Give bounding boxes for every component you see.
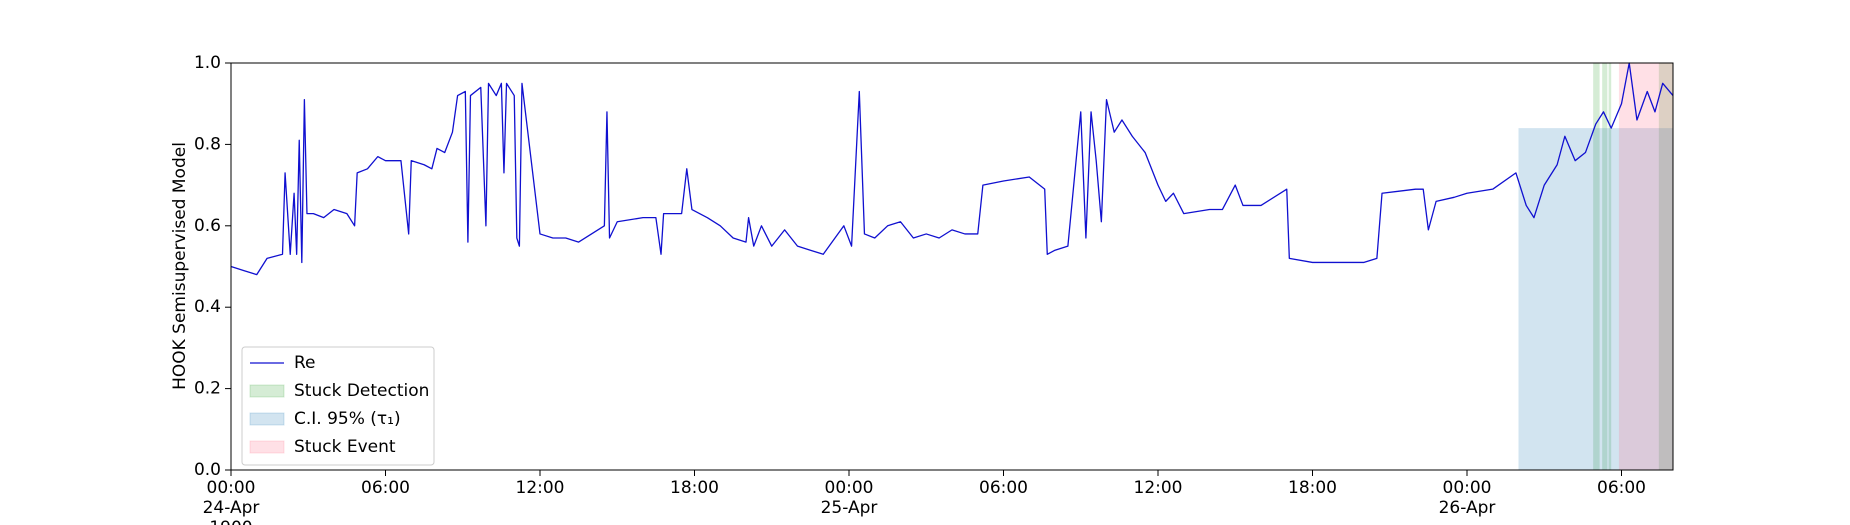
x-date-label: 24-Apr bbox=[203, 498, 260, 518]
x-tick-label: 18:00 bbox=[670, 478, 719, 498]
span-region bbox=[1658, 63, 1673, 470]
x-tick-label: 00:00 bbox=[825, 478, 874, 498]
y-tick-label: 0.6 bbox=[194, 216, 221, 236]
x-tick-label: 06:00 bbox=[1597, 478, 1646, 498]
span-region bbox=[1608, 63, 1612, 470]
axes-frame bbox=[230, 62, 1674, 471]
x-tick-label: 18:00 bbox=[1288, 478, 1337, 498]
legend-label: Stuck Detection bbox=[294, 381, 429, 401]
y-tick-label: 1.0 bbox=[194, 53, 221, 73]
x-year-label: 1900 bbox=[209, 518, 252, 525]
span-region bbox=[1593, 63, 1600, 470]
legend-swatch bbox=[249, 440, 285, 454]
x-tick-label: 12:00 bbox=[1134, 478, 1183, 498]
x-tick-label: 00:00 bbox=[207, 478, 256, 498]
x-tick-label: 06:00 bbox=[979, 478, 1028, 498]
y-tick-label: 0.4 bbox=[194, 297, 221, 317]
legend-label: Re bbox=[294, 353, 316, 373]
x-date-label: 26-Apr bbox=[1439, 498, 1496, 518]
x-tick-label: 00:00 bbox=[1443, 478, 1492, 498]
x-tick-label: 12:00 bbox=[516, 478, 565, 498]
legend-swatch bbox=[249, 412, 285, 426]
span-region bbox=[1618, 63, 1673, 470]
x-date-label: 25-Apr bbox=[821, 498, 878, 518]
legend-swatch bbox=[249, 384, 285, 398]
y-tick-label: 0.2 bbox=[194, 379, 221, 399]
y-tick-label: 0.8 bbox=[194, 134, 221, 154]
legend-label: Stuck Event bbox=[294, 437, 396, 457]
x-tick-label: 06:00 bbox=[361, 478, 410, 498]
legend-box bbox=[241, 346, 435, 466]
legend-label: C.I. 95% (τ₁) bbox=[294, 409, 401, 429]
y-tick-label: 0.0 bbox=[194, 460, 221, 480]
data-line bbox=[230, 62, 1674, 276]
span-region bbox=[1602, 63, 1608, 470]
y-axis-label: HOOK Semisupervised Model bbox=[170, 142, 190, 390]
